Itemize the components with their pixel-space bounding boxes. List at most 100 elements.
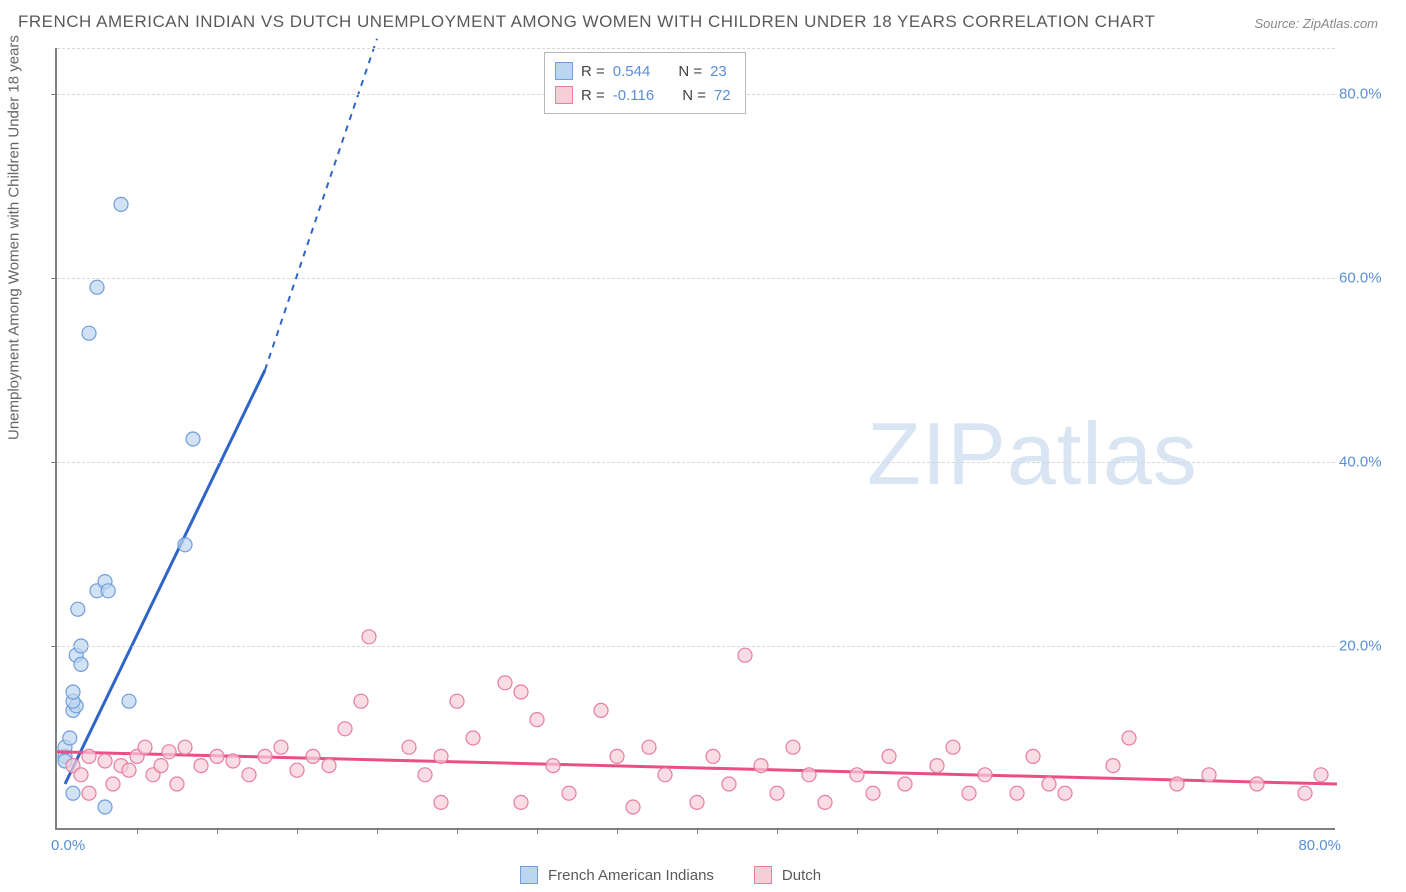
gridline <box>57 48 1335 49</box>
scatter-point <box>178 740 192 754</box>
x-tick-mark <box>617 828 618 834</box>
legend-item: Dutch <box>754 866 821 884</box>
watermark: ZIPatlas <box>867 403 1198 505</box>
n-value: 23 <box>710 63 727 80</box>
scatter-point <box>802 768 816 782</box>
scatter-point <box>866 786 880 800</box>
scatter-point <box>594 703 608 717</box>
scatter-point <box>818 795 832 809</box>
scatter-point <box>114 759 128 773</box>
source-label: Source: ZipAtlas.com <box>1254 16 1378 31</box>
scatter-point <box>1106 759 1120 773</box>
scatter-point <box>514 685 528 699</box>
scatter-point <box>210 749 224 763</box>
x-tick-mark <box>457 828 458 834</box>
scatter-point <box>738 648 752 662</box>
scatter-point <box>1314 768 1328 782</box>
x-tick-mark <box>857 828 858 834</box>
y-tick-mark <box>51 462 57 463</box>
x-axis-min-label: 0.0% <box>51 837 85 854</box>
scatter-point <box>66 703 80 717</box>
r-label: R = <box>581 87 605 104</box>
scatter-point <box>290 763 304 777</box>
x-axis-max-label: 80.0% <box>1298 837 1341 854</box>
scatter-point <box>71 602 85 616</box>
scatter-point <box>122 694 136 708</box>
scatter-point <box>1122 731 1136 745</box>
scatter-point <box>434 749 448 763</box>
legend-correlation: R =0.544N =23R =-0.116N =72 <box>544 52 746 114</box>
scatter-point <box>754 759 768 773</box>
scatter-point <box>98 800 112 814</box>
plot-area: ZIPatlas 0.0% 80.0% 20.0%40.0%60.0%80.0% <box>55 48 1335 830</box>
scatter-point <box>1202 768 1216 782</box>
legend-label: Dutch <box>782 867 821 884</box>
scatter-point <box>338 722 352 736</box>
legend-row: R =-0.116N =72 <box>555 83 731 107</box>
scatter-point <box>226 754 240 768</box>
scatter-point <box>274 740 288 754</box>
y-tick-mark <box>51 94 57 95</box>
scatter-point <box>74 768 88 782</box>
y-tick-label: 40.0% <box>1339 454 1399 471</box>
scatter-point <box>786 740 800 754</box>
scatter-point <box>242 768 256 782</box>
scatter-point <box>498 676 512 690</box>
scatter-point <box>82 749 96 763</box>
y-tick-mark <box>51 646 57 647</box>
scatter-point <box>122 763 136 777</box>
scatter-point <box>101 584 115 598</box>
scatter-point <box>354 694 368 708</box>
scatter-point <box>146 768 160 782</box>
scatter-point <box>418 768 432 782</box>
scatter-layer <box>57 48 1335 828</box>
y-axis-label: Unemployment Among Women with Children U… <box>6 35 23 440</box>
gridline <box>57 278 1335 279</box>
scatter-point <box>850 768 864 782</box>
scatter-point <box>98 754 112 768</box>
scatter-point <box>154 759 168 773</box>
scatter-point <box>90 280 104 294</box>
n-label: N = <box>682 87 706 104</box>
scatter-point <box>930 759 944 773</box>
r-value: -0.116 <box>613 87 654 104</box>
scatter-point <box>58 749 72 763</box>
scatter-point <box>178 538 192 552</box>
x-tick-mark <box>777 828 778 834</box>
legend-row: R =0.544N =23 <box>555 59 731 83</box>
scatter-point <box>1026 749 1040 763</box>
scatter-point <box>1058 786 1072 800</box>
fit-line <box>57 752 1337 784</box>
legend-swatch <box>520 866 538 884</box>
legend-label: French American Indians <box>548 867 714 884</box>
scatter-point <box>882 749 896 763</box>
scatter-point <box>258 749 272 763</box>
scatter-point <box>98 575 112 589</box>
scatter-point <box>82 326 96 340</box>
scatter-point <box>82 786 96 800</box>
legend-series: French American Indians Dutch <box>520 866 821 884</box>
legend-swatch <box>754 866 772 884</box>
scatter-point <box>530 713 544 727</box>
r-value: 0.544 <box>613 63 651 80</box>
x-tick-mark <box>937 828 938 834</box>
scatter-point <box>658 768 672 782</box>
y-tick-label: 60.0% <box>1339 270 1399 287</box>
fit-line <box>65 370 265 784</box>
scatter-point <box>58 754 72 768</box>
scatter-point <box>722 777 736 791</box>
scatter-point <box>642 740 656 754</box>
scatter-point <box>514 795 528 809</box>
scatter-point <box>962 786 976 800</box>
scatter-point <box>434 795 448 809</box>
scatter-point <box>138 740 152 754</box>
scatter-point <box>74 657 88 671</box>
scatter-point <box>69 699 83 713</box>
scatter-point <box>450 694 464 708</box>
scatter-point <box>1010 786 1024 800</box>
scatter-point <box>978 768 992 782</box>
scatter-point <box>66 694 80 708</box>
scatter-point <box>466 731 480 745</box>
y-tick-mark <box>51 278 57 279</box>
x-tick-mark <box>1257 828 1258 834</box>
